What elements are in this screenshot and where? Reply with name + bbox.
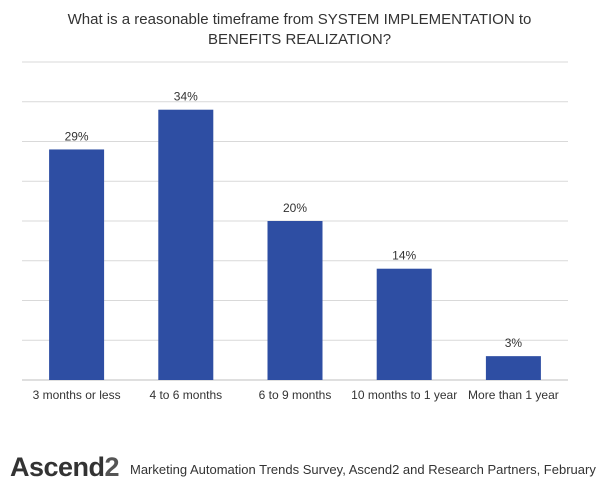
bar — [158, 109, 214, 380]
category-label: 4 to 6 months — [149, 388, 222, 402]
chart-title: What is a reasonable timeframe from SYST… — [0, 10, 599, 50]
chart-title-line-1: What is a reasonable timeframe from SYST… — [67, 11, 532, 28]
bar — [267, 221, 323, 380]
source-note: Marketing Automation Trends Survey, Asce… — [130, 462, 599, 477]
data-label: 20% — [283, 201, 307, 215]
data-label: 14% — [392, 249, 416, 263]
data-label: 3% — [505, 336, 523, 350]
data-label: 29% — [65, 129, 89, 143]
category-label: 6 to 9 months — [259, 388, 332, 402]
logo-number: 2 — [104, 452, 120, 482]
chart-title-line-2: BENEFITS REALIZATION? — [207, 31, 392, 48]
bar — [485, 356, 541, 380]
bar — [49, 149, 105, 380]
logo-text: Ascend — [10, 452, 105, 482]
bar — [376, 268, 432, 380]
category-label: 3 months or less — [33, 388, 121, 402]
ascend2-logo: Ascend2 — [10, 452, 120, 483]
bar-chart: 29% 3 months or less 34% 4 to 6 months 20% 6 … — [22, 61, 568, 402]
category-label: 10 months to 1 year — [351, 388, 457, 402]
data-label: 34% — [174, 90, 198, 104]
category-label: More than 1 year — [468, 388, 559, 402]
